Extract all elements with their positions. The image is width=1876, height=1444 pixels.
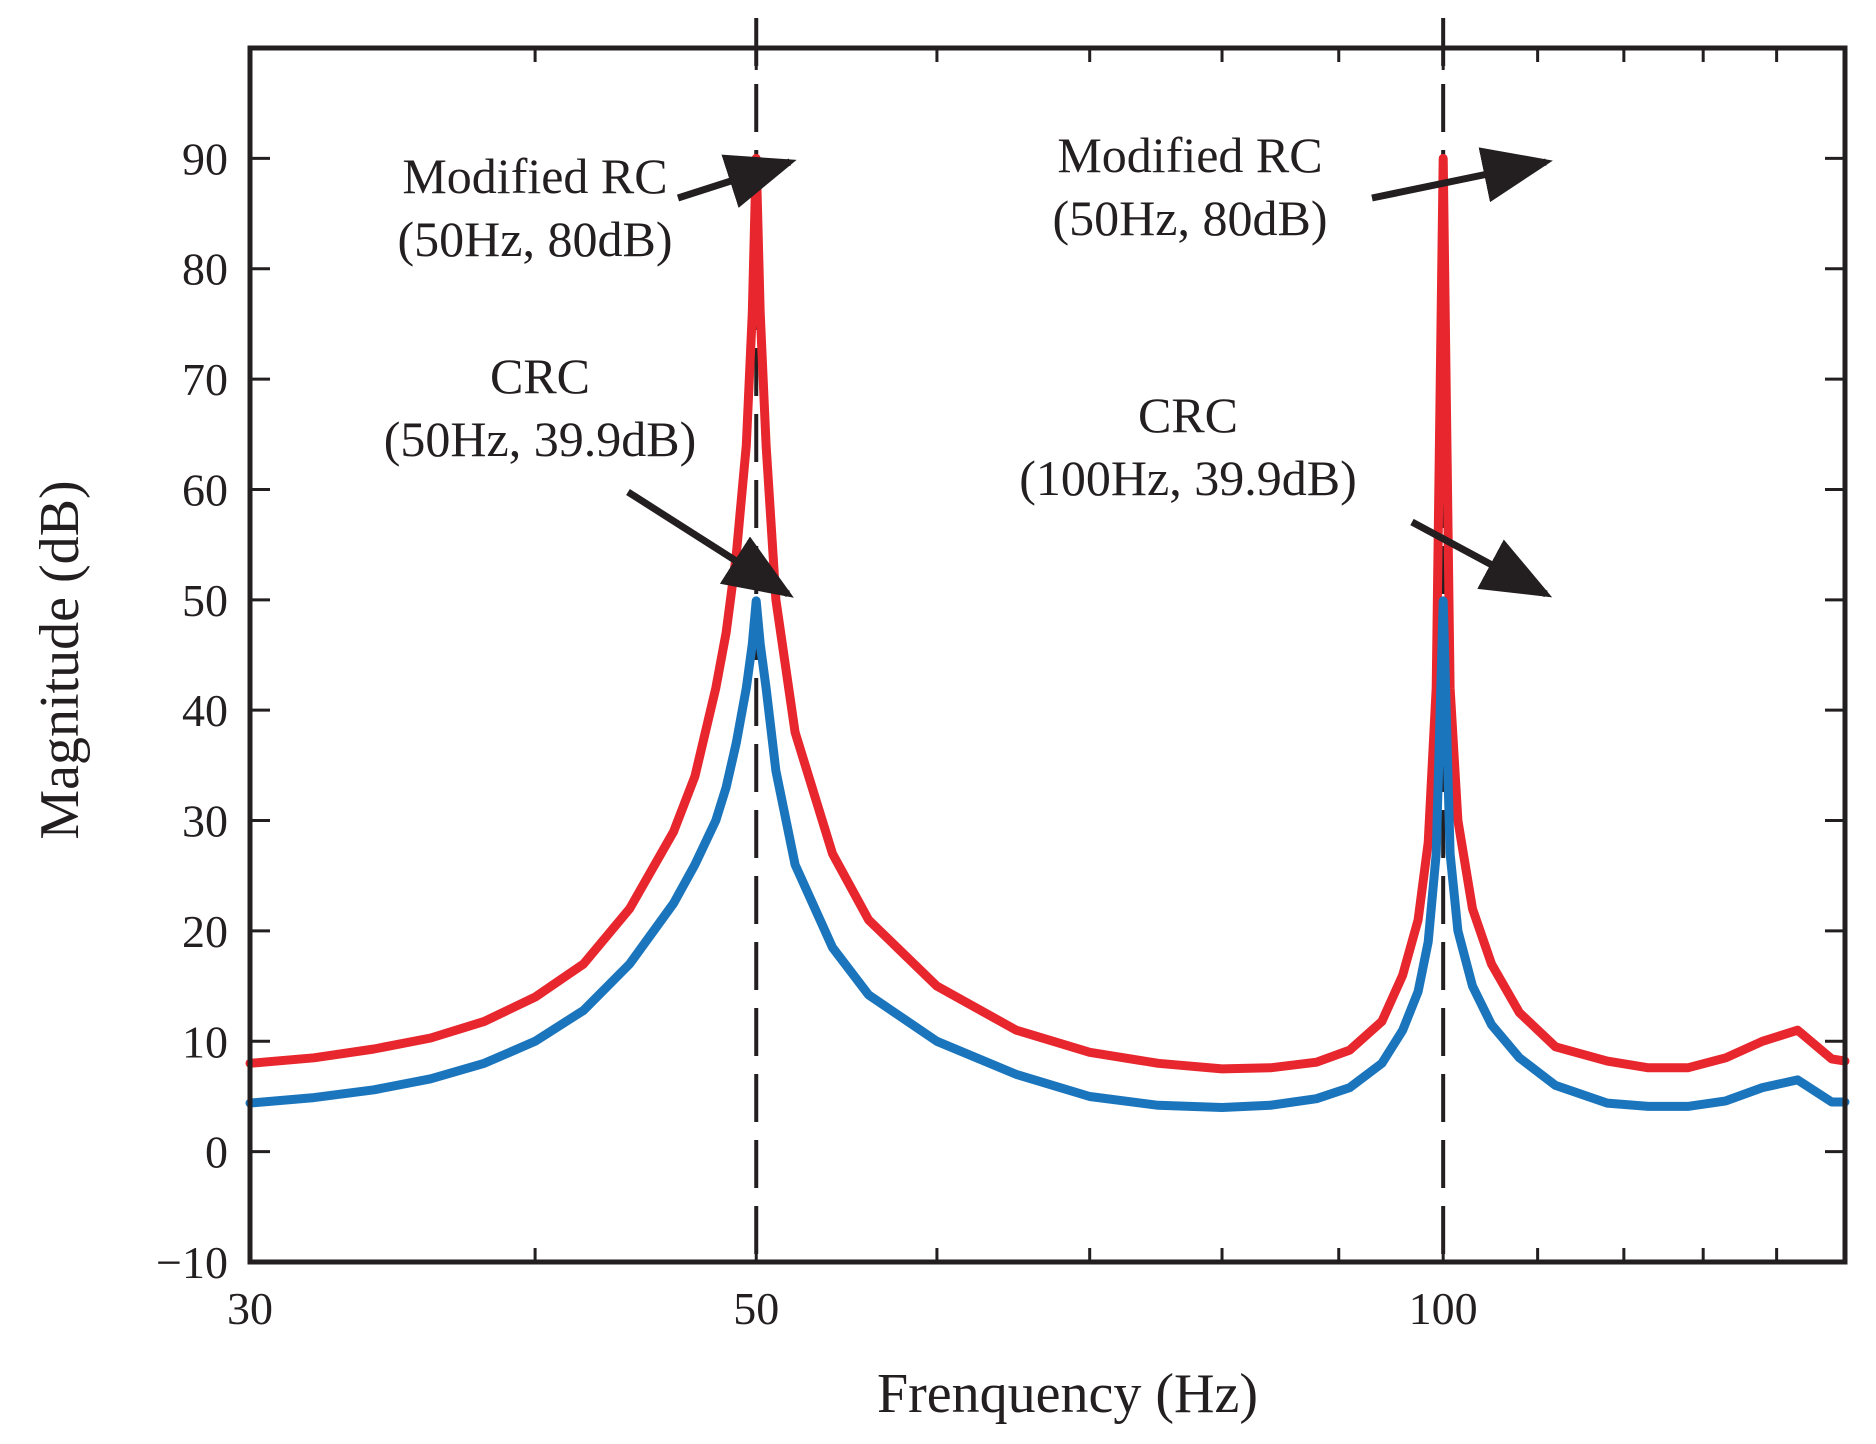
series-line-modified-rc [245,153,1850,1074]
x-tick-labels: 30 50 100 [227,1283,1478,1334]
plot-frame [247,45,1848,1265]
y-tick-label: −10 [156,1237,228,1288]
annotation-modified-rc-100: Modified RC (50Hz, 80dB) [1053,127,1553,246]
x-tick-label: 100 [1409,1283,1478,1334]
x-axis-title: Frenquency (Hz) [877,1363,1258,1425]
annotation-text: CRC [1138,387,1238,443]
annotation-arrow [626,489,794,598]
annotation-text: Modified RC [1057,127,1322,183]
y-axis-title: Magnitude (dB) [29,480,91,839]
y-tick-labels: −10 0 10 20 30 40 50 60 70 80 90 [156,133,228,1288]
annotation-arrow [1410,518,1553,598]
y-tick-label: 90 [182,133,228,184]
annotation-crc-50: CRC (50Hz, 39.9dB) [384,348,794,598]
annotation-text: (50Hz, 80dB) [398,211,673,267]
y-tick-label: 10 [182,1016,228,1067]
annotation-crc-100: CRC (100Hz, 39.9dB) [1019,387,1553,598]
annotation-text: CRC [490,348,590,404]
x-tick-label: 50 [733,1283,779,1334]
annotation-text: Modified RC [402,148,667,204]
y-tick-label: 50 [182,575,228,626]
annotations: Modified RC (50Hz, 80dB) CRC (50Hz, 39.9… [384,127,1553,598]
y-tick-label: 30 [182,796,228,847]
y-tick-label: 70 [182,354,228,405]
annotation-text: (50Hz, 80dB) [1053,190,1328,246]
x-tick-label: 30 [227,1283,273,1334]
series-layer [245,153,1850,1112]
y-tick-label: 40 [182,685,228,736]
y-tick-label: 20 [182,906,228,957]
series-line-crc [245,596,1850,1112]
annotation-text: (100Hz, 39.9dB) [1019,450,1356,506]
annotation-arrow [676,154,797,208]
annotation-arrow [1371,147,1553,203]
annotation-modified-rc-50: Modified RC (50Hz, 80dB) [398,148,797,267]
y-tick-label: 0 [205,1127,228,1178]
annotation-text: (50Hz, 39.9dB) [384,411,696,467]
y-tick-label: 60 [182,464,228,515]
y-tick-label: 80 [182,244,228,295]
